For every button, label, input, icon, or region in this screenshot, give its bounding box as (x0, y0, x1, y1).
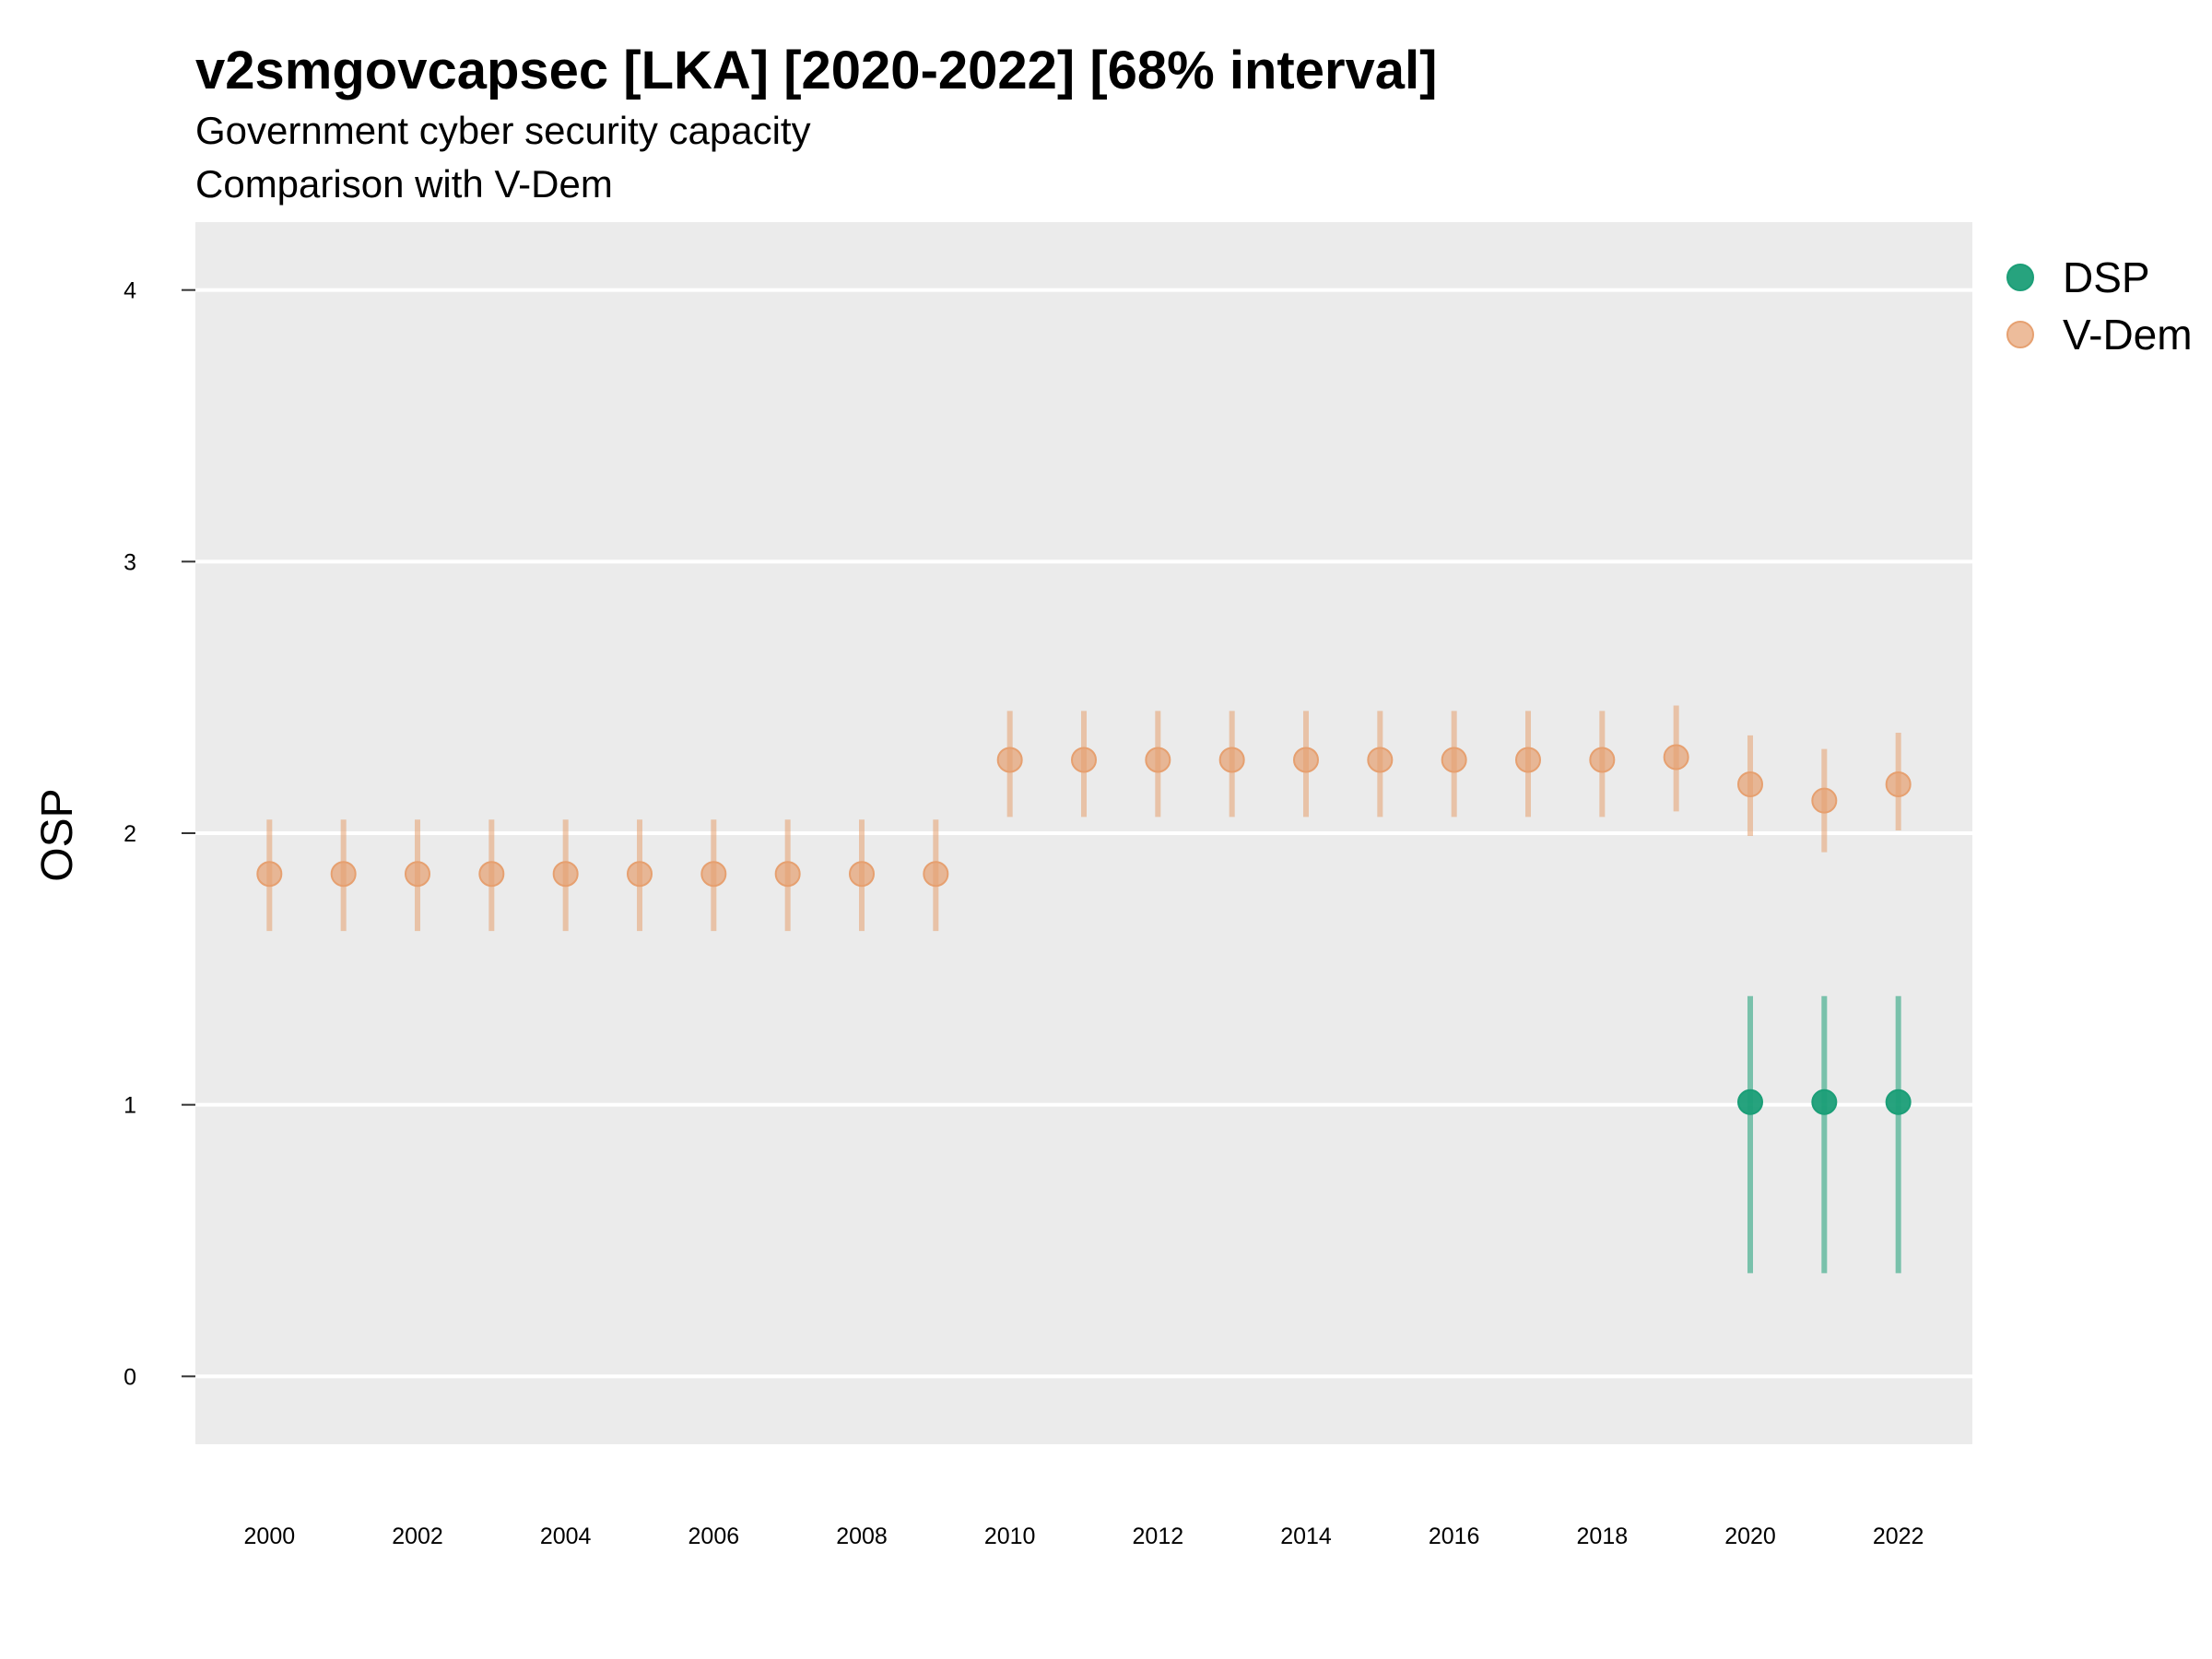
v-dem-point (1885, 771, 1912, 797)
x-tick-label: 2018 (1577, 1524, 1629, 1549)
legend-v-dem-swatch (2006, 321, 2034, 348)
chart-subtitle-line1: Government cyber security capacity (195, 109, 811, 152)
chart-subtitle-line2: Comparison with V-Dem (195, 162, 613, 206)
x-tick-label: 2002 (392, 1524, 443, 1549)
v-dem-point (1589, 747, 1616, 773)
v-dem-point (256, 861, 283, 888)
v-dem-point (552, 861, 579, 888)
x-tick-label: 2006 (688, 1524, 740, 1549)
v-dem-point (1515, 747, 1541, 773)
legend-dsp-swatch (2006, 264, 2034, 291)
v-dem-point (774, 861, 801, 888)
v-dem-point (1293, 747, 1319, 773)
y-axis-title: OSP (33, 788, 82, 881)
y-axis-ticks: 0 1 2 3 4 (124, 278, 195, 1390)
x-tick-label: 2012 (1133, 1524, 1184, 1549)
v-dem-point (923, 861, 949, 888)
x-tick-label: 2008 (836, 1524, 888, 1549)
v-dem-point (405, 861, 430, 888)
dsp-point (1811, 1088, 1838, 1115)
y-tick-label: 1 (124, 1093, 136, 1119)
x-tick-label: 2014 (1280, 1524, 1332, 1549)
x-tick-label: 2022 (1873, 1524, 1924, 1549)
v-dem-point (478, 861, 505, 888)
x-tick-label: 2010 (984, 1524, 1036, 1549)
v-dem-point (330, 861, 357, 888)
v-dem-point (1737, 771, 1763, 797)
v-dem-point (1663, 744, 1689, 771)
chart-title: v2smgovcapsec [LKA] [2020-2022] [68% int… (195, 41, 1437, 100)
v-dem-point (1071, 747, 1097, 773)
x-tick-label: 2000 (244, 1524, 296, 1549)
dsp-point (1885, 1088, 1912, 1115)
dsp-point (1737, 1088, 1763, 1115)
y-tick-label: 4 (124, 278, 136, 304)
y-tick-label: 3 (124, 549, 136, 575)
v-dem-point (1811, 787, 1838, 814)
v-dem-point (1218, 747, 1245, 773)
v-dem-point (1367, 747, 1394, 773)
y-tick-label: 2 (124, 821, 136, 847)
v-dem-point (1441, 747, 1467, 773)
v-dem-point (996, 747, 1023, 773)
legend-dsp-label: DSP (2063, 253, 2150, 301)
legend: DSP V-Dem (2006, 253, 2193, 359)
x-axis-ticks: 2000 2002 2004 2006 2008 2010 2012 2014 2016 2018… (244, 1524, 1924, 1549)
x-tick-label: 2016 (1429, 1524, 1480, 1549)
legend-v-dem-label: V-Dem (2063, 311, 2193, 359)
x-tick-label: 2020 (1724, 1524, 1776, 1549)
v-dem-point (1145, 747, 1171, 773)
x-tick-label: 2004 (540, 1524, 592, 1549)
data-marks (256, 705, 1912, 1274)
v-dem-point (849, 861, 875, 888)
y-tick-label: 0 (124, 1364, 136, 1390)
v-dem-point (700, 861, 727, 888)
v-dem-point (627, 861, 653, 888)
